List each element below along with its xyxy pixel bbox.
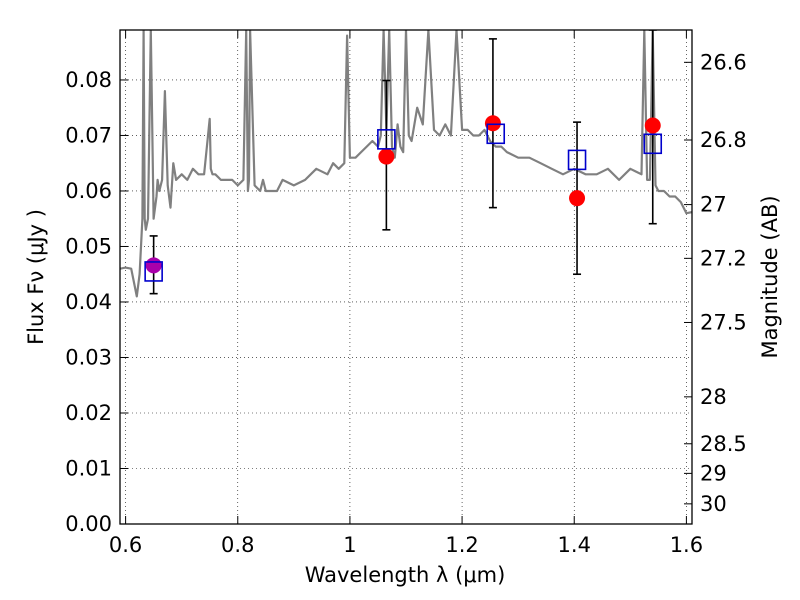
y-tick-label: 0.06 <box>65 179 112 203</box>
mag-tick-label: 27.5 <box>700 310 747 334</box>
points-layer <box>144 30 663 295</box>
y-tick-label: 0.03 <box>65 345 112 369</box>
mag-tick-label: 26.6 <box>700 50 747 74</box>
spectrum-line <box>120 30 692 298</box>
x-tick-label: 1.6 <box>670 533 703 557</box>
mag-tick-label: 28.5 <box>700 432 747 456</box>
observed-flux-point <box>378 148 395 165</box>
ticks: 0.6 0.8 1 1.2 1.4 1.6 0.00 0.01 0.02 0.03 0.04 0.05… <box>65 30 747 557</box>
x-tick-label: 1.2 <box>445 533 478 557</box>
model-photometry-square <box>486 123 506 145</box>
model-photometry-square <box>643 133 663 155</box>
model-photometry-square <box>144 261 163 282</box>
y-tick-label: 0.04 <box>65 290 112 314</box>
mag-tick-label: 26.8 <box>700 128 747 152</box>
x-tick-label: 1 <box>343 533 356 557</box>
y-tick-label: 0.01 <box>65 456 112 480</box>
x-tick-label: 1.4 <box>558 533 591 557</box>
mag-tick-label: 27.2 <box>700 246 747 270</box>
y2-axis-label: Magnitude (AB) <box>758 195 782 358</box>
mag-tick-label: 27 <box>700 193 727 217</box>
mag-tick-label: 28 <box>700 385 727 409</box>
x-tick-label: 0.8 <box>221 533 254 557</box>
mag-tick-label: 29 <box>700 461 727 485</box>
x-axis-label: Wavelength λ (μm) <box>305 563 506 587</box>
plot-frame <box>119 29 693 525</box>
y-tick-label: 0.02 <box>65 401 112 425</box>
y-tick-label: 0.07 <box>65 123 112 147</box>
observed-flux-point <box>569 190 586 207</box>
x-tick-label: 0.6 <box>109 533 142 557</box>
observed-flux-point <box>145 257 162 274</box>
model-photometry-square <box>567 149 587 171</box>
y-axis-label: Flux Fν (μJy ) <box>24 209 48 345</box>
mag-tick-label: 30 <box>700 492 727 516</box>
model-photometry-square <box>377 129 396 150</box>
observed-flux-point <box>484 115 501 132</box>
spectrum-layer <box>120 30 692 298</box>
observed-flux-point <box>644 117 661 134</box>
y-tick-label: 0.00 <box>65 512 112 536</box>
y-tick-label: 0.05 <box>65 234 112 258</box>
y-tick-label: 0.08 <box>65 68 112 92</box>
